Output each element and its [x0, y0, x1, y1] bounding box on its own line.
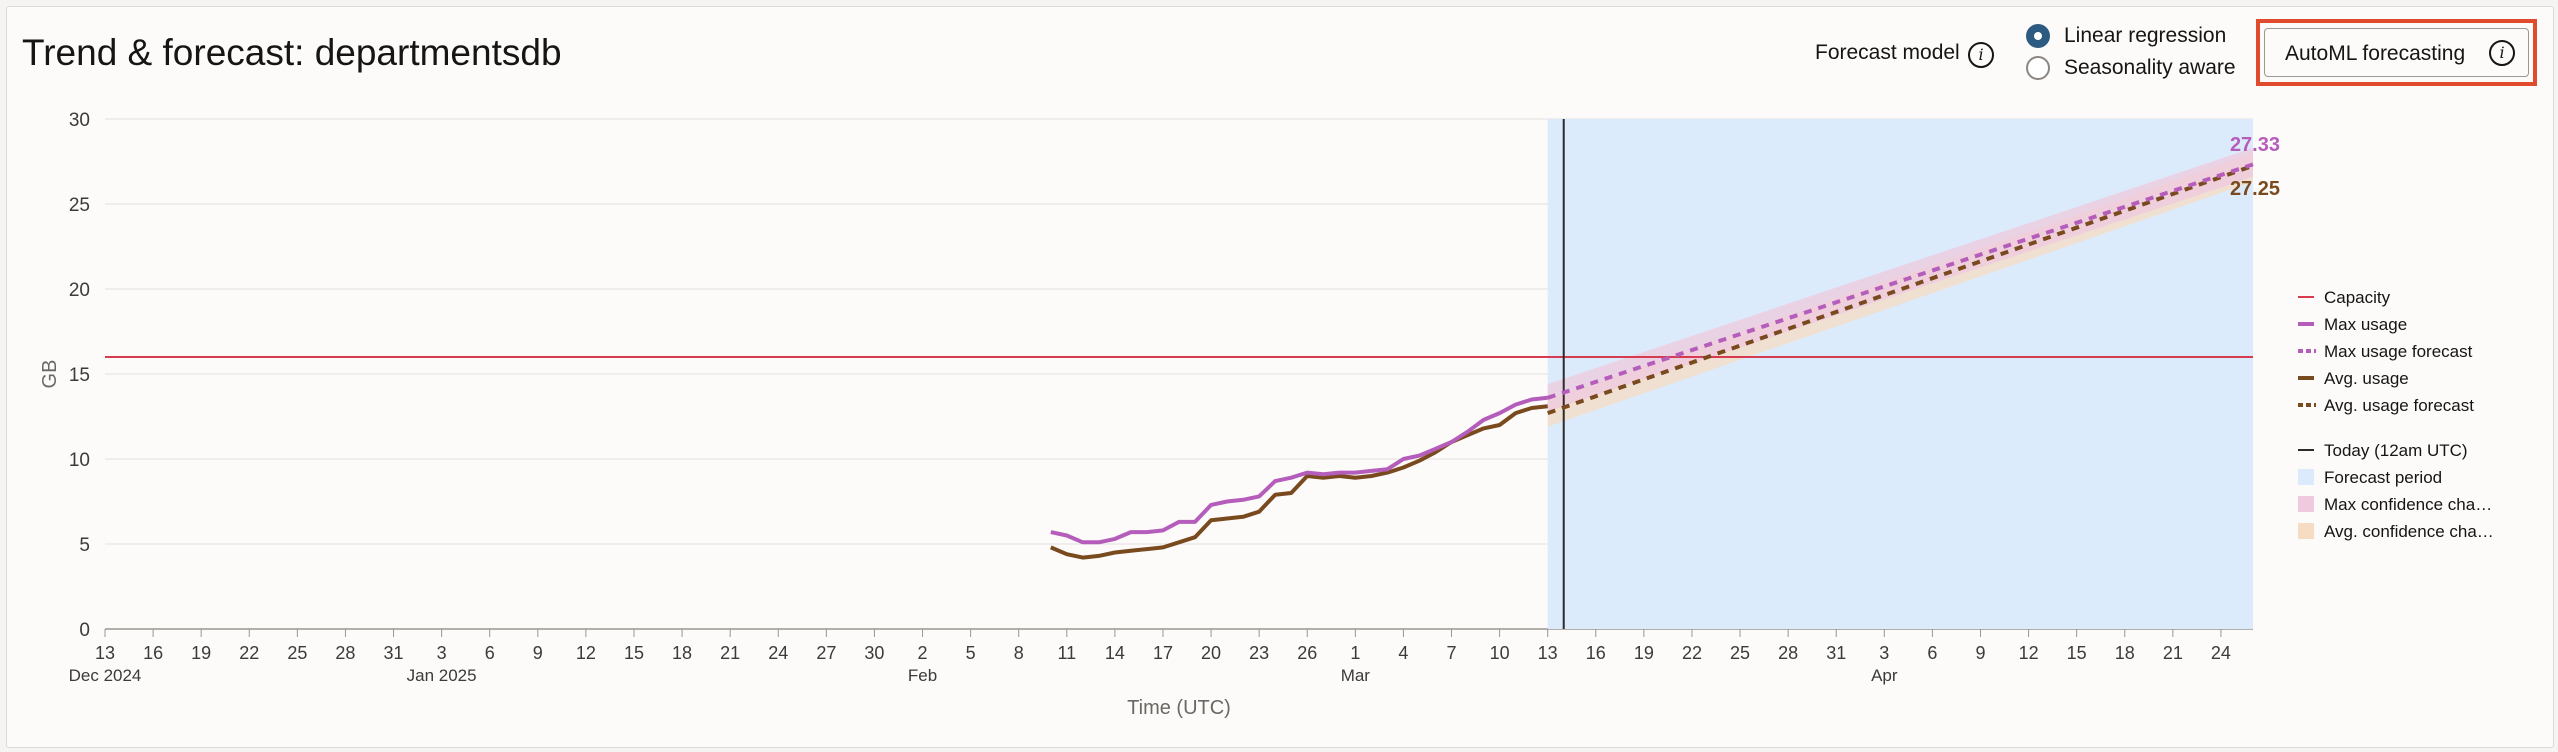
x-tick-sublabel: Mar [1341, 666, 1371, 685]
radio-unchecked-icon[interactable] [2026, 56, 2050, 80]
x-tick-label: 18 [2115, 643, 2135, 663]
info-icon[interactable]: i [1968, 42, 1994, 68]
x-tick-label: 19 [1634, 643, 1654, 663]
radio-checked-icon[interactable] [2026, 24, 2050, 48]
automl-forecasting-button[interactable]: AutoML forecasting i [2264, 28, 2529, 77]
max-end-value-label: 27.33 [2230, 134, 2280, 156]
avg-end-value-label: 27.25 [2230, 178, 2280, 200]
x-tick-sublabel: Dec 2024 [69, 666, 142, 685]
x-tick-label: 25 [1730, 643, 1750, 663]
x-tick-label: 18 [672, 643, 692, 663]
x-tick-label: 21 [2163, 643, 2183, 663]
y-tick-label: 30 [69, 110, 90, 131]
x-tick-label: 15 [624, 643, 644, 663]
avg-usage-line [1050, 404, 1548, 560]
x-tick-label: 11 [1057, 643, 1076, 663]
x-tick-label: 9 [1975, 643, 1985, 663]
legend-label: Capacity [2324, 288, 2391, 307]
x-tick-label: 12 [2019, 643, 2039, 663]
x-tick-label: 6 [1927, 643, 1937, 663]
x-tick-label: 6 [485, 643, 495, 663]
x-tick-label: 7 [1446, 643, 1456, 663]
legend-label: Avg. usage forecast [2324, 396, 2474, 415]
legend-label: Avg. confidence cha… [2324, 522, 2494, 541]
legend-label: Max usage [2324, 315, 2407, 334]
x-tick-label: 20 [1201, 643, 1221, 663]
legend-label: Today (12am UTC) [2324, 441, 2468, 460]
x-tick-label: 24 [768, 643, 788, 663]
x-tick-label: 22 [1682, 643, 1702, 663]
y-tick-label: 20 [69, 280, 90, 301]
x-tick-label: 13 [1538, 643, 1558, 663]
legend-label: Max confidence cha… [2324, 495, 2492, 514]
y-tick-label: 5 [79, 535, 90, 556]
x-tick-sublabel: Apr [1871, 666, 1898, 685]
x-tick-label: 14 [1105, 643, 1125, 663]
avg-usage-forecast-line [1547, 163, 2254, 415]
radio-label: Seasonality aware [2064, 56, 2236, 79]
x-tick-label: 30 [864, 643, 884, 663]
x-tick-label: 15 [2067, 643, 2087, 663]
x-tick-label: 26 [1297, 643, 1317, 663]
legend-label: Max usage forecast [2324, 342, 2473, 361]
radio-linear-regression[interactable]: Linear regression [2026, 24, 2226, 48]
x-tick-label: 28 [1778, 643, 1798, 663]
x-tick-label: 17 [1153, 643, 1173, 663]
forecast-model-label: Forecast model [1815, 41, 1960, 64]
x-tick-label: 24 [2211, 643, 2231, 663]
x-tick-label: 13 [95, 643, 115, 663]
radio-seasonality-aware[interactable]: Seasonality aware [2026, 56, 2236, 80]
y-tick-label: 0 [79, 620, 90, 641]
radio-label: Linear regression [2064, 24, 2227, 47]
x-tick-label: 1 [1350, 643, 1360, 663]
x-tick-label: 2 [918, 643, 928, 663]
x-tick-label: 12 [576, 643, 596, 663]
info-icon: i [2489, 40, 2515, 66]
x-tick-label: 31 [384, 643, 404, 663]
y-tick-label: 10 [69, 450, 90, 471]
y-tick-label: 15 [69, 365, 90, 386]
x-tick-label: 3 [1879, 643, 1889, 663]
x-tick-label: 9 [533, 643, 543, 663]
x-tick-label: 16 [1586, 643, 1606, 663]
x-tick-label: 22 [239, 643, 259, 663]
automl-highlight-frame: AutoML forecasting i [2256, 19, 2537, 86]
x-tick-label: 31 [1826, 643, 1846, 663]
x-tick-label: 19 [191, 643, 211, 663]
x-tick-label: 27 [816, 643, 836, 663]
legend-swatch [2298, 469, 2314, 485]
x-axis-title: Time (UTC) [1127, 697, 1231, 719]
page-title: Trend & forecast: departmentsdb [22, 32, 562, 73]
automl-button-label: AutoML forecasting [2285, 42, 2466, 65]
y-tick-label: 25 [69, 195, 90, 216]
x-tick-label: 3 [437, 643, 447, 663]
legend-swatch [2298, 523, 2314, 539]
legend-swatch [2298, 496, 2314, 512]
legend-label: Forecast period [2324, 468, 2442, 487]
x-tick-label: 16 [143, 643, 163, 663]
x-tick-label: 25 [287, 643, 307, 663]
x-tick-sublabel: Jan 2025 [407, 666, 477, 685]
x-tick-label: 10 [1490, 643, 1510, 663]
x-tick-label: 28 [335, 643, 355, 663]
y-axis-title: GB [39, 360, 61, 389]
legend-label: Avg. usage [2324, 369, 2409, 388]
x-tick-label: 4 [1398, 643, 1408, 663]
x-tick-sublabel: Feb [908, 666, 937, 685]
x-tick-label: 23 [1249, 643, 1269, 663]
max-usage-line [1050, 395, 1548, 545]
max-confidence-band [1547, 147, 2253, 412]
x-tick-label: 21 [720, 643, 740, 663]
max-usage-forecast-line [1547, 162, 2254, 400]
x-tick-label: 8 [1014, 643, 1024, 663]
x-tick-label: 5 [966, 643, 976, 663]
